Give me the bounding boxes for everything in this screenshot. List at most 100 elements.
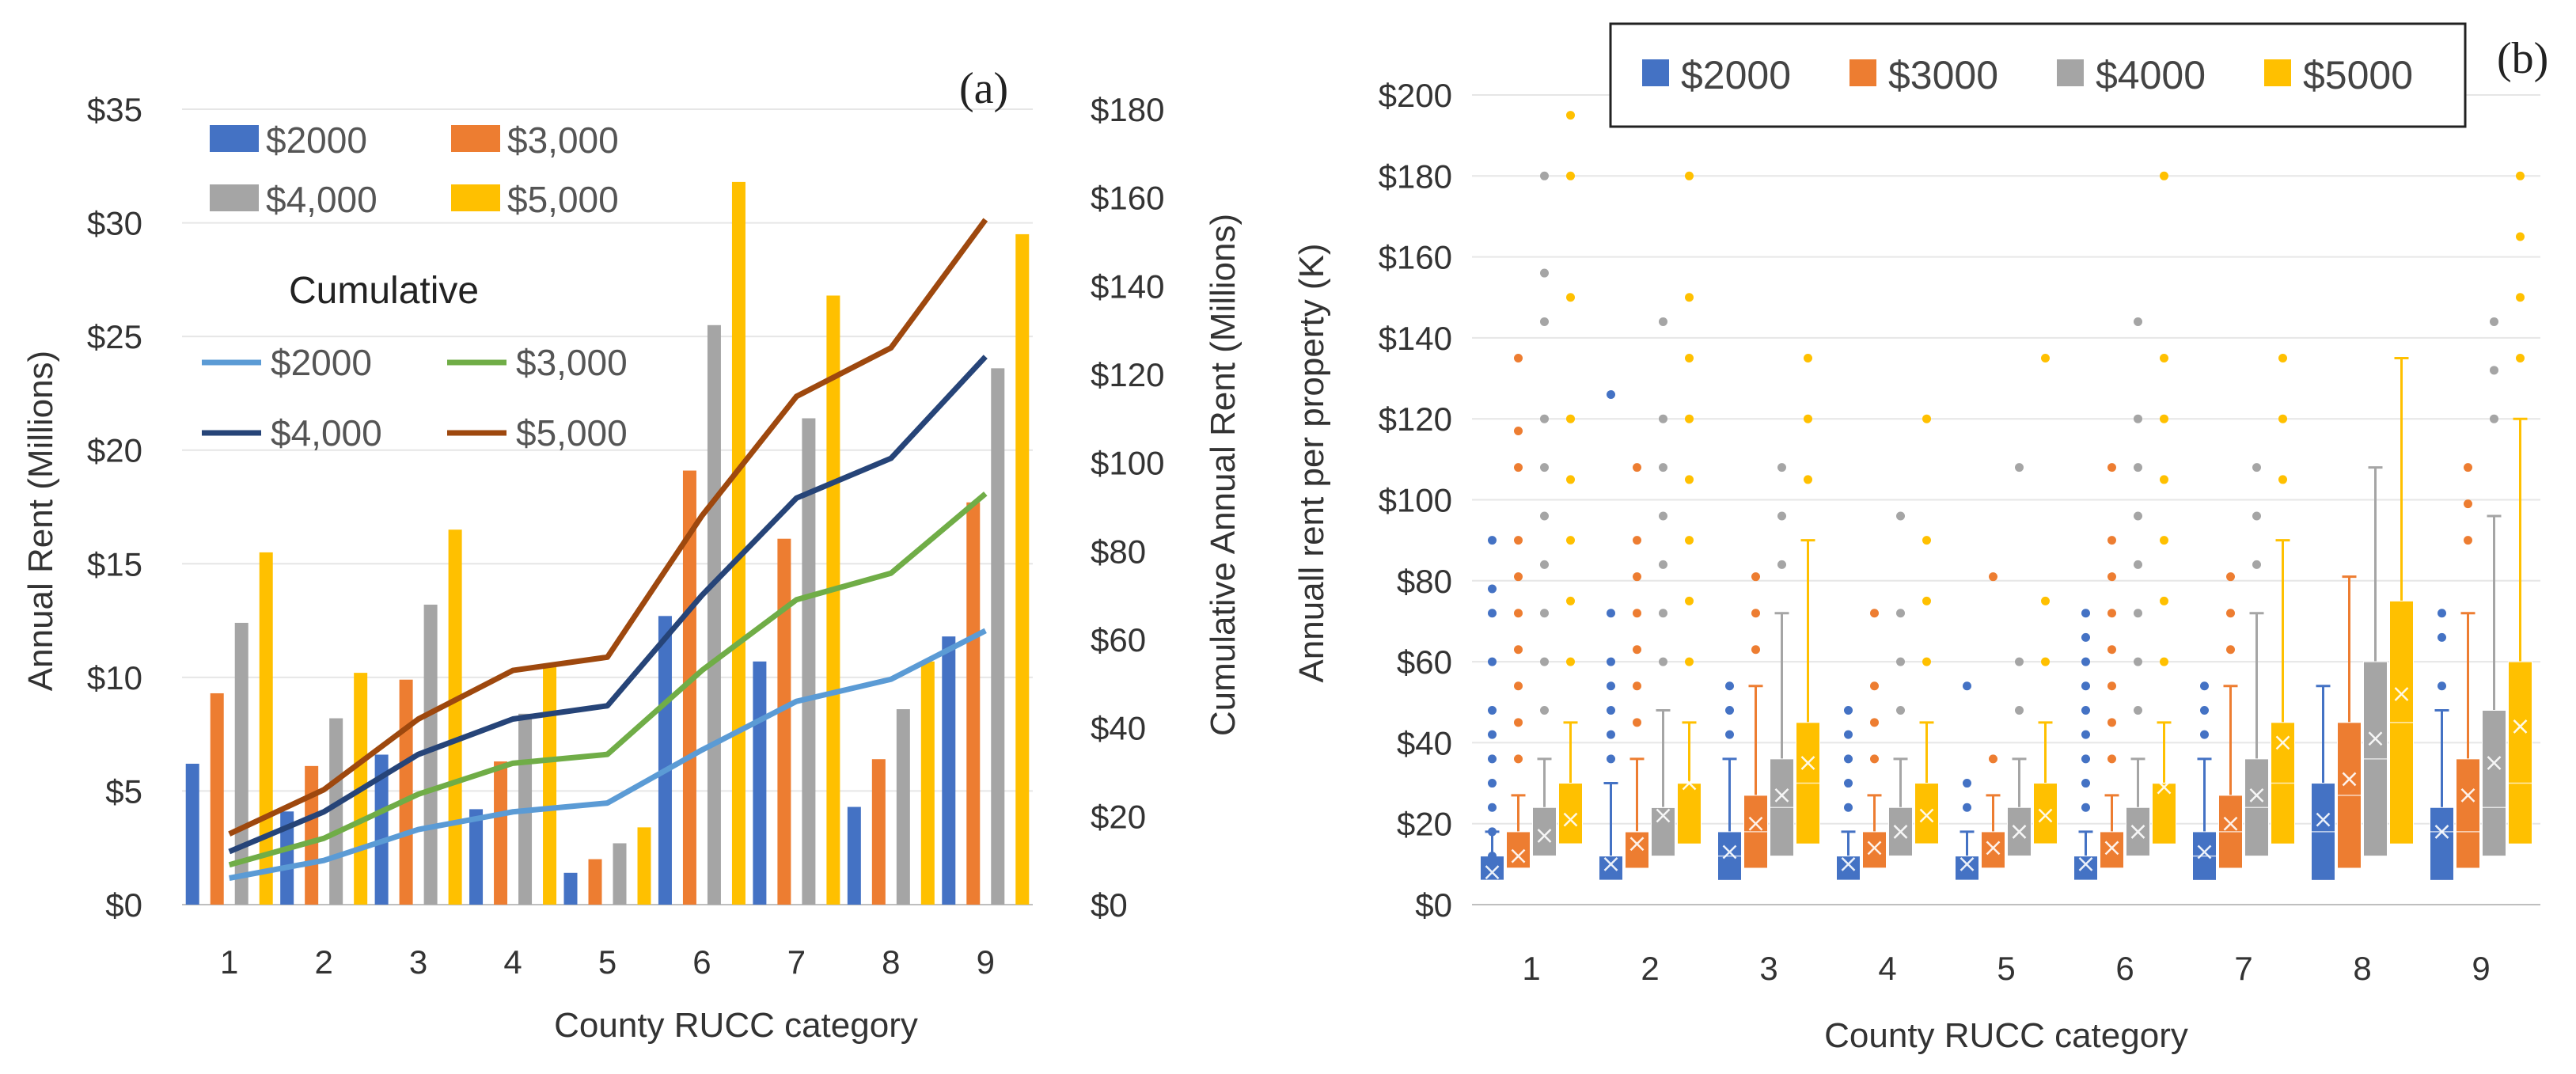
- panel-b-y-tick-labels: $0 $20 $40 $60 $80 $100 $120 $140 $160 $180 $200: [1379, 77, 1452, 924]
- outlier-point: [1685, 353, 1694, 362]
- outlier-point: [1659, 657, 1667, 666]
- panel-a-x-tick: 8: [882, 943, 900, 981]
- bar-2000-cat1: [185, 763, 199, 905]
- box-mean-marker: [1511, 848, 1526, 863]
- box-3000-cat9: [2456, 463, 2480, 869]
- box-3000-cat1: [1506, 353, 1531, 869]
- box-3000-cat6: [2100, 463, 2124, 869]
- outlier-point: [2107, 609, 2116, 618]
- outlier-point: [1896, 511, 1905, 521]
- box-5000-cat1: [1558, 111, 1583, 845]
- box-5000-cat9: [2508, 171, 2532, 844]
- panel-a-y-tick: $35: [87, 91, 142, 128]
- box-5000-cat5: [2033, 353, 2058, 845]
- outlier-point: [1685, 657, 1694, 666]
- box-iqr: [1506, 831, 1531, 869]
- legend-cum-label-4000: $4,000: [271, 412, 382, 454]
- outlier-point: [2464, 499, 2472, 509]
- panel-b-y-tick: $180: [1379, 157, 1452, 195]
- box-mean-marker: [2078, 856, 2093, 871]
- outlier-point: [2252, 511, 2261, 521]
- outlier-point: [1540, 511, 1549, 521]
- outlier-point: [1633, 681, 1641, 691]
- outlier-point: [1607, 730, 1615, 739]
- outlier-point: [2081, 779, 2090, 788]
- bar-5000-cat5: [637, 827, 651, 905]
- panel-a-bars: [185, 181, 1030, 905]
- panel-b-x-tick: 1: [1522, 950, 1540, 987]
- panel-b-label: (b): [2497, 34, 2548, 83]
- panel-a-right-y-tick-labels: $0 $20 $40 $60 $80 $100 $120 $140 $160 $180: [1091, 91, 1164, 924]
- outlier-point: [2041, 596, 2050, 605]
- outlier-point: [1540, 171, 1549, 180]
- outlier-point: [1488, 584, 1497, 594]
- box-3000-cat2: [1625, 463, 1649, 869]
- outlier-point: [1566, 171, 1575, 180]
- bar-5000-cat9: [1015, 233, 1030, 905]
- outlier-point: [1844, 803, 1853, 812]
- outlier-point: [1896, 657, 1905, 666]
- outlier-point: [1488, 536, 1497, 545]
- box-5000-cat6: [2152, 171, 2176, 844]
- panel-a-y-tick: $0: [105, 886, 142, 924]
- outlier-point: [2134, 414, 2142, 423]
- legend-swatch-5000: [451, 184, 500, 211]
- bar-4000-cat3: [423, 604, 438, 905]
- outlier-point: [2107, 681, 2116, 691]
- outlier-point: [1633, 609, 1641, 618]
- bar-5000-cat7: [826, 295, 840, 905]
- outlier-point: [1804, 353, 1812, 362]
- box-4000-cat7: [2244, 463, 2269, 857]
- box-mean-marker: [2513, 719, 2528, 734]
- outlier-point: [1963, 681, 1971, 691]
- outlier-point: [1514, 463, 1523, 472]
- outlier-point: [2160, 596, 2168, 605]
- panel-a-right-y-tick: $180: [1091, 91, 1164, 128]
- outlier-point: [2160, 536, 2168, 545]
- panel-a-right-y-tick: $120: [1091, 356, 1164, 393]
- box-4000-cat2: [1651, 317, 1675, 857]
- outlier-point: [1566, 657, 1575, 666]
- box-iqr: [2007, 806, 2032, 857]
- bar-3000-cat6: [682, 470, 696, 905]
- outlier-point: [1685, 475, 1694, 484]
- outlier-point: [1922, 414, 1931, 423]
- outlier-point: [2081, 681, 2090, 691]
- legend-cum-label-3000: $3,000: [516, 342, 628, 383]
- outlier-point: [2464, 536, 2472, 545]
- bar-4000-cat8: [896, 709, 910, 905]
- box-2000-cat6: [2073, 609, 2098, 882]
- outlier-point: [1963, 779, 1971, 788]
- panel-a-combo-chart: $0 $5 $10 $15 $20 $25 $30 $35 $0 $20 $40 $60 $80 $10…: [21, 64, 1242, 1045]
- legend-b-label-2000: $2000: [1681, 53, 1791, 97]
- legend-cum-label-2000: $2000: [271, 342, 372, 383]
- box-iqr: [1558, 783, 1583, 844]
- panel-a-right-y-tick: $0: [1091, 886, 1128, 924]
- outlier-point: [1488, 803, 1497, 812]
- outlier-point: [1685, 293, 1694, 302]
- outlier-point: [2200, 705, 2209, 715]
- outlier-point: [1514, 609, 1523, 618]
- cumulative-line-2000: [229, 628, 987, 881]
- legend-label-5000: $5,000: [507, 179, 619, 220]
- outlier-point: [1566, 414, 1575, 423]
- outlier-point: [2200, 681, 2209, 691]
- box-5000-cat4: [1914, 414, 1939, 845]
- outlier-point: [1989, 754, 1997, 764]
- panel-b-y-tick: $160: [1379, 239, 1452, 276]
- outlier-point: [1607, 390, 1615, 400]
- box-mean-marker: [1960, 856, 1975, 871]
- box-mean-marker: [2394, 687, 2409, 701]
- box-mean-marker: [1841, 856, 1856, 871]
- box-2000-cat4: [1836, 705, 1861, 882]
- box-mean-marker: [1919, 808, 1934, 823]
- legend-title-cumulative: Cumulative: [289, 270, 479, 312]
- panel-a-right-y-tick: $60: [1091, 621, 1146, 658]
- outlier-point: [1922, 596, 1931, 605]
- outlier-point: [1633, 572, 1641, 582]
- panel-a-y-tick-labels: $0 $5 $10 $15 $20 $25 $30 $35: [87, 91, 142, 924]
- outlier-point: [1870, 718, 1879, 727]
- outlier-point: [1540, 609, 1549, 618]
- outlier-point: [2134, 463, 2142, 472]
- outlier-point: [1633, 463, 1641, 472]
